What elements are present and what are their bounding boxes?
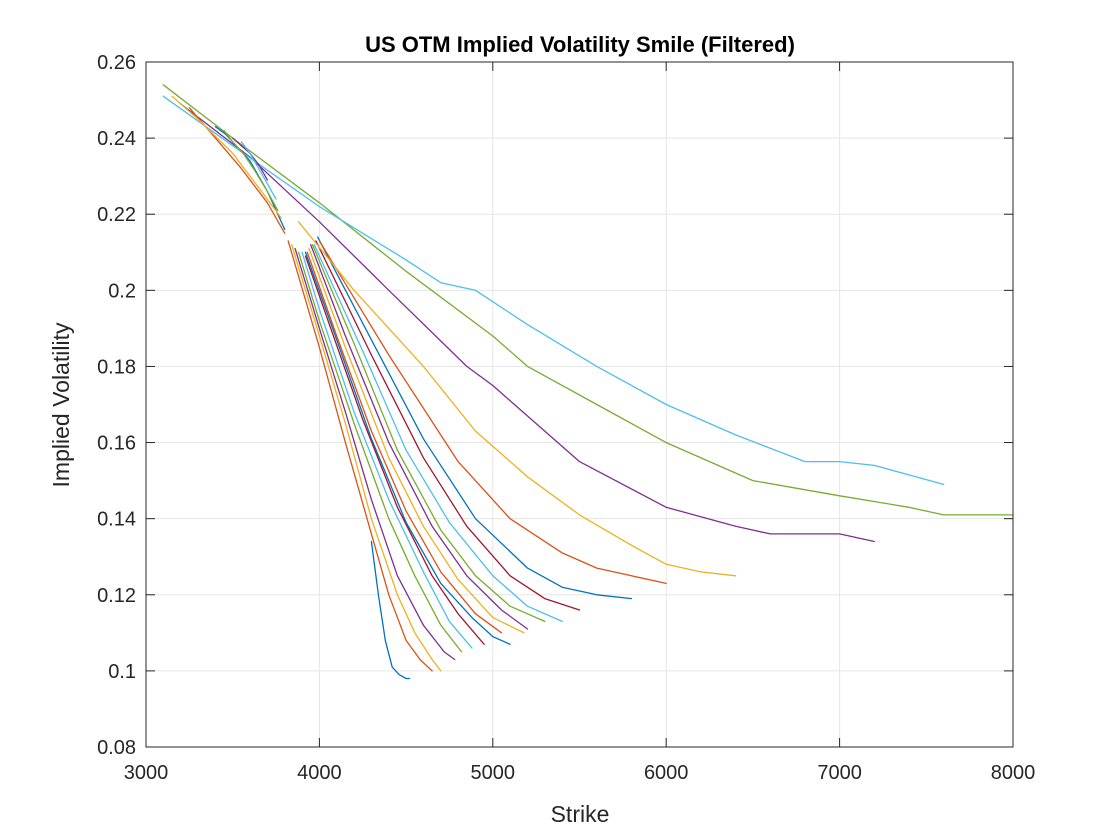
series-line xyxy=(311,244,546,623)
series-line xyxy=(313,244,563,623)
series-line xyxy=(294,247,456,661)
y-tick-label: 0.16 xyxy=(97,433,136,455)
series-line xyxy=(291,244,442,672)
axis-box xyxy=(145,61,1014,748)
y-tick-label: 0.18 xyxy=(97,356,136,378)
series-line xyxy=(306,251,503,634)
x-tick-label: 3000 xyxy=(124,762,169,784)
series-line xyxy=(315,240,581,611)
x-axis-label: Strike xyxy=(551,801,610,827)
x-tick-label: 8000 xyxy=(991,762,1036,784)
y-axis: 0.08 0.1 0.12 0.14 0.16 0.18 0.2 0.22 0.24 0.26 xyxy=(97,52,1013,759)
y-tick-label: 0.1 xyxy=(108,661,136,683)
x-tick-label: 6000 xyxy=(644,762,689,784)
series-line xyxy=(287,240,433,672)
y-tick-label: 0.2 xyxy=(108,280,136,302)
x-tick-label: 4000 xyxy=(297,762,342,784)
series-line xyxy=(317,236,633,600)
y-tick-label: 0.26 xyxy=(97,52,136,74)
series-line xyxy=(240,141,277,200)
chart-title: US OTM Implied Volatility Smile (Filtere… xyxy=(365,32,795,57)
series-line xyxy=(171,95,282,219)
series-line xyxy=(301,251,473,649)
series-line xyxy=(223,129,279,212)
y-axis-label: Implied Volatility xyxy=(48,322,74,487)
series-line xyxy=(370,540,411,680)
y-tick-label: 0.24 xyxy=(97,128,136,150)
y-tick-label: 0.12 xyxy=(97,585,136,607)
series-line xyxy=(180,103,875,543)
x-tick-label: 5000 xyxy=(471,762,516,784)
x-axis: 3000 4000 5000 6000 7000 8000 xyxy=(124,62,1036,784)
series-line xyxy=(310,244,529,630)
x-tick-label: 7000 xyxy=(817,762,862,784)
series-line xyxy=(162,84,1014,516)
series-layer xyxy=(162,84,1014,680)
series-line xyxy=(318,240,667,585)
series-line xyxy=(162,95,945,486)
y-tick-label: 0.14 xyxy=(97,509,136,531)
series-line xyxy=(308,247,525,634)
y-tick-label: 0.22 xyxy=(97,204,136,226)
series-line xyxy=(297,251,463,653)
y-tick-label: 0.08 xyxy=(97,737,136,759)
series-line xyxy=(304,251,511,645)
series-line xyxy=(297,221,737,577)
series-line xyxy=(304,255,485,645)
